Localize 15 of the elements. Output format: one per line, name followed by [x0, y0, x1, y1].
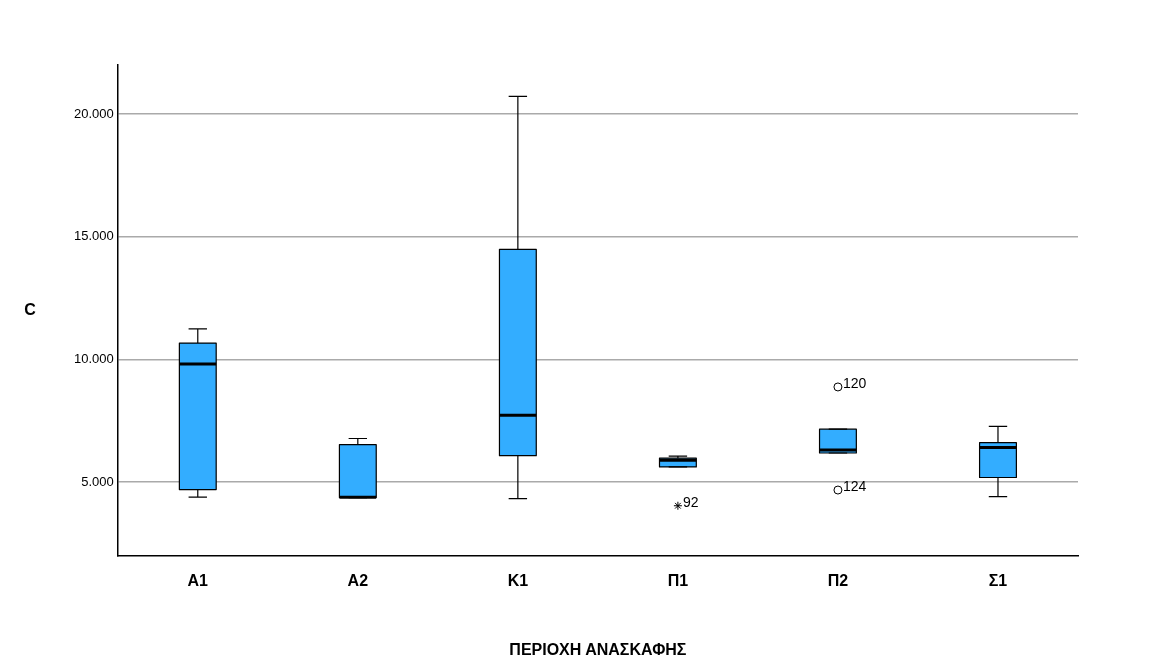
annotation: 120 [842, 374, 867, 391]
x-tick-label: Σ1 [988, 571, 1008, 589]
x-tick-label: Π1 [667, 571, 689, 589]
x-axis-title: ΠΕΡΙΟΧΗ ΑΝΑΣΚΑΦΗΣ [509, 641, 687, 659]
y-tick-label: 15.000 [74, 228, 114, 244]
y-tick-label: 5.000 [81, 473, 114, 489]
x-tick-label: Π2 [827, 571, 849, 589]
y-tick-label: 20.000 [74, 105, 114, 121]
x-tick-label: Α1 [187, 571, 209, 589]
x-tick-label: Κ1 [507, 571, 529, 589]
x-tick-label: Α2 [347, 571, 369, 589]
y-axis-title: C [24, 300, 37, 318]
annotation: 92 [682, 493, 699, 510]
y-tick-label: 10.000 [74, 351, 114, 367]
annotation: 124 [842, 477, 867, 494]
